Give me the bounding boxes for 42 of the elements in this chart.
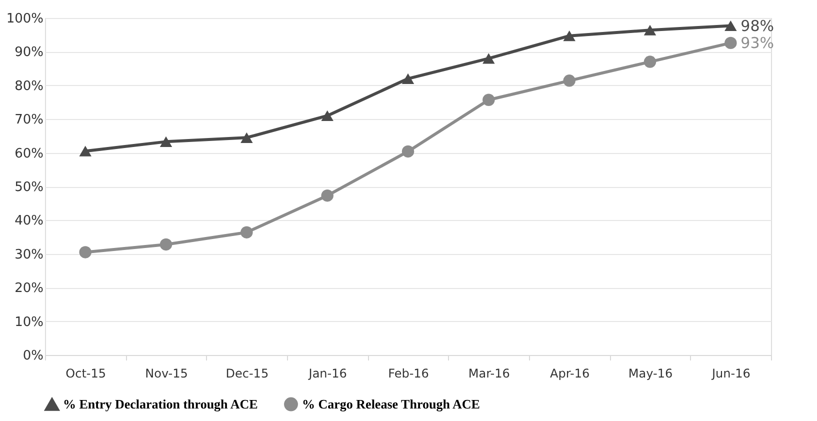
x-tick-label: Apr-16 xyxy=(550,366,590,380)
y-tick-label: 80% xyxy=(14,78,44,94)
y-tick-label: 10% xyxy=(14,314,44,330)
point xyxy=(321,189,334,202)
data-label: 98% xyxy=(740,16,774,35)
y-tick-label: 90% xyxy=(14,45,44,60)
point xyxy=(79,246,92,258)
y-tick-label: 20% xyxy=(14,281,44,296)
point xyxy=(482,94,495,106)
point xyxy=(240,226,253,238)
point xyxy=(644,56,656,68)
data-label: 93% xyxy=(740,34,774,52)
legend-label: % Entry Declaration through ACE xyxy=(63,396,258,412)
legend-label: % Cargo Release Through ACE xyxy=(302,396,480,412)
x-tick-label: Nov-15 xyxy=(145,366,188,380)
x-tick-label: Oct-15 xyxy=(66,366,106,380)
point xyxy=(724,20,737,32)
y-tick-label: 100% xyxy=(6,12,44,26)
point xyxy=(160,136,172,147)
y-tick-label: 50% xyxy=(14,180,44,195)
point xyxy=(240,132,253,143)
x-tick-label: Feb-16 xyxy=(388,366,429,380)
point xyxy=(563,30,576,42)
y-tick-label: 70% xyxy=(14,112,44,128)
point xyxy=(402,145,414,158)
point xyxy=(482,53,495,64)
point xyxy=(724,36,737,50)
point xyxy=(79,146,92,156)
y-tick-label: 60% xyxy=(14,146,44,162)
x-tick-label: Dec-15 xyxy=(226,366,269,380)
point xyxy=(563,74,576,87)
y-tick-label: 0% xyxy=(22,348,44,364)
x-tick-label: Jan-16 xyxy=(308,366,347,380)
x-tick-label: May-16 xyxy=(628,366,673,380)
y-tick-label: 40% xyxy=(14,214,44,229)
point xyxy=(321,110,334,122)
point xyxy=(644,24,656,36)
x-tick-label: Jun-16 xyxy=(710,366,750,380)
point xyxy=(402,73,414,84)
y-tick-label: 30% xyxy=(14,247,44,262)
point xyxy=(160,238,172,251)
x-tick-label: Mar-16 xyxy=(468,366,510,380)
